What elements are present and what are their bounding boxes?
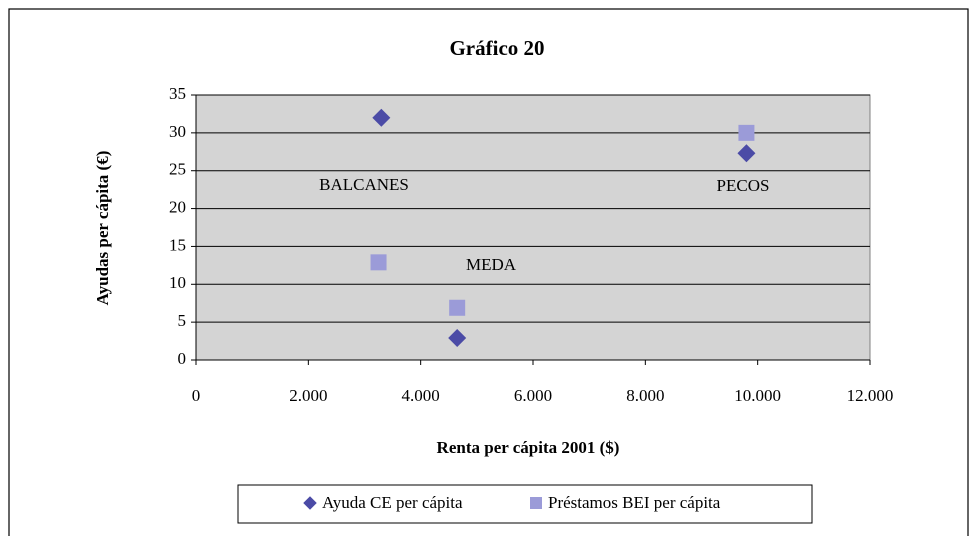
point: [738, 124, 755, 141]
legend-label: Préstamos BEI per cápita: [548, 493, 721, 512]
y-tick-label: 30: [169, 122, 186, 141]
x-tick-label: 6.000: [514, 386, 552, 405]
x-tick-label: 8.000: [626, 386, 664, 405]
point: [372, 108, 391, 127]
y-tick-label: 0: [178, 349, 187, 368]
legend-label: Ayuda CE per cápita: [322, 493, 463, 512]
point: [737, 144, 756, 163]
point: [370, 254, 387, 271]
y-tick-label: 15: [169, 235, 186, 254]
x-axis-label: Renta per cápita 2001 ($): [437, 438, 620, 457]
y-tick-label: 10: [169, 273, 186, 292]
y-tick-label: 20: [169, 197, 186, 216]
y-axis-label: Ayudas per cápita (€): [93, 151, 112, 306]
x-tick-label: 2.000: [289, 386, 327, 405]
y-tick-label: 25: [169, 160, 186, 179]
point: [448, 329, 467, 348]
y-tick-label: 5: [178, 311, 187, 330]
x-tick-label: 10.000: [734, 386, 781, 405]
y-tick-label: 35: [169, 84, 186, 103]
annotation: PECOS: [717, 176, 770, 195]
x-tick-label: 12.000: [847, 386, 894, 405]
x-tick-label: 4.000: [402, 386, 440, 405]
annotation: BALCANES: [319, 175, 409, 194]
legend-marker: [303, 496, 317, 510]
legend-marker: [530, 497, 542, 509]
annotation: MEDA: [466, 255, 517, 274]
legend-box: [237, 484, 813, 524]
plot-area: [195, 94, 871, 361]
x-tick-label: 0: [192, 386, 201, 405]
point: [449, 299, 466, 316]
chart-title: Gráfico 20: [449, 36, 544, 60]
